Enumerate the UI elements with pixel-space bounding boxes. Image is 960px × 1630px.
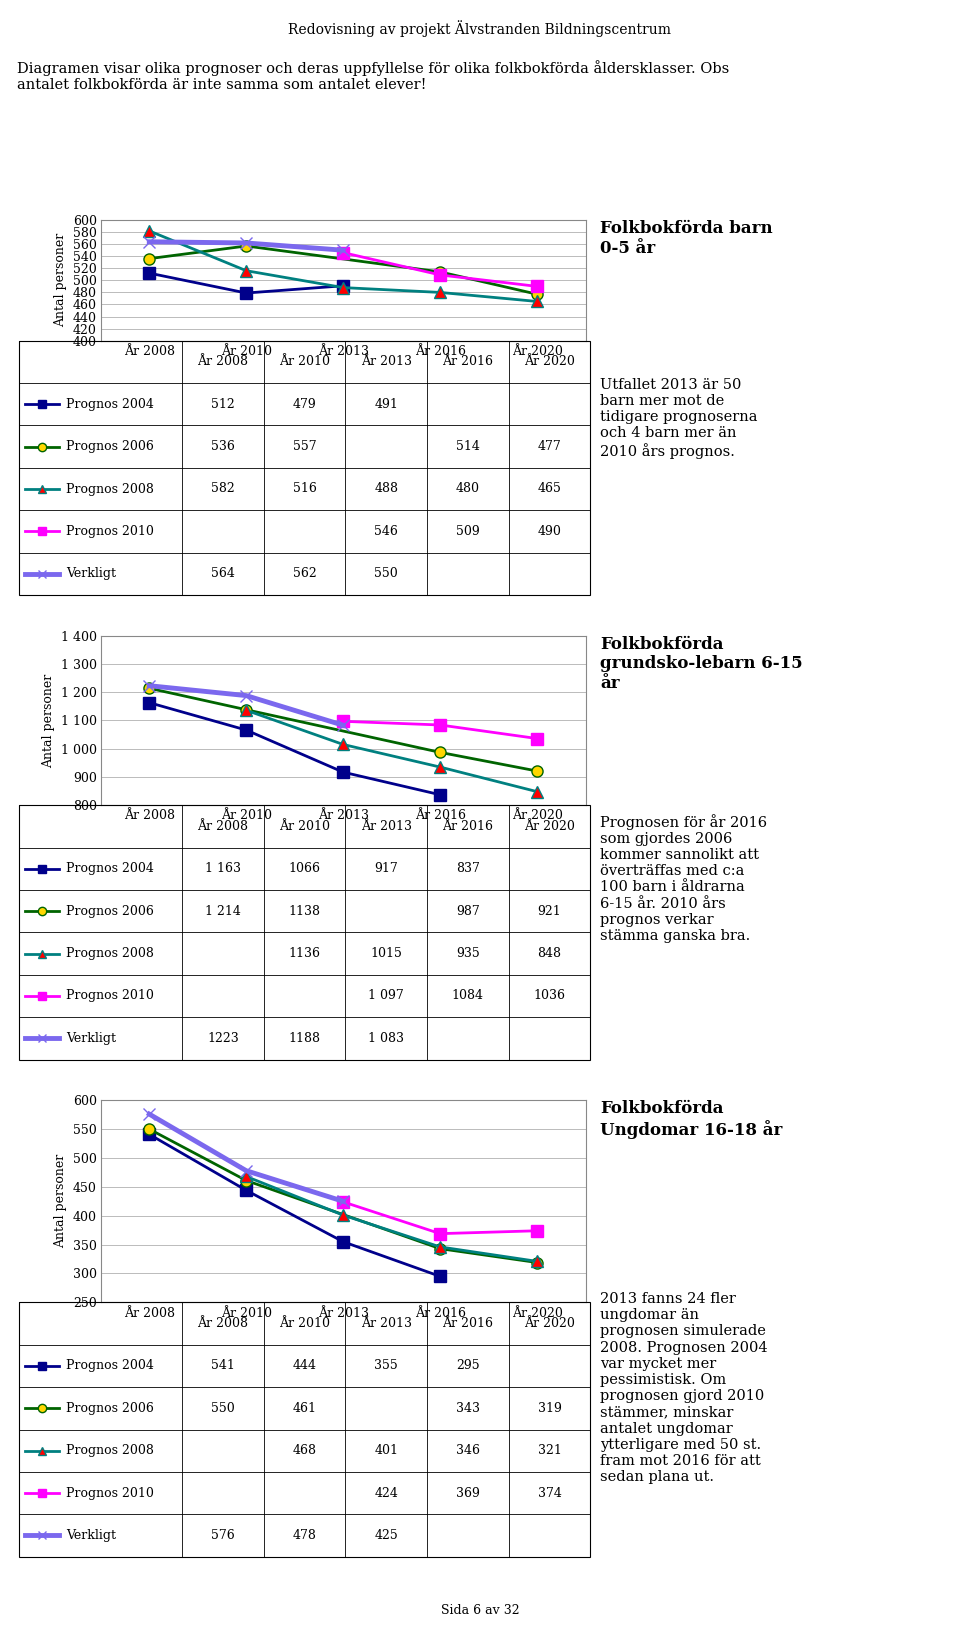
Text: 319: 319: [538, 1402, 562, 1415]
Text: 424: 424: [374, 1487, 398, 1500]
Text: 468: 468: [293, 1444, 317, 1457]
Text: 557: 557: [293, 440, 317, 453]
Text: 465: 465: [538, 482, 562, 496]
Text: Diagramen visar olika prognoser och deras uppfyllelse för olika folkbokförda åld: Diagramen visar olika prognoser och dera…: [17, 60, 730, 93]
Text: 1015: 1015: [371, 947, 402, 960]
Text: Prognos 2004: Prognos 2004: [66, 862, 154, 875]
Text: 516: 516: [293, 482, 317, 496]
Text: Prognos 2010: Prognos 2010: [66, 525, 154, 538]
Text: Prognos 2010: Prognos 2010: [66, 1487, 154, 1500]
Text: 935: 935: [456, 947, 480, 960]
Text: Sida 6 av 32: Sida 6 av 32: [441, 1604, 519, 1617]
Text: 550: 550: [211, 1402, 234, 1415]
Text: 582: 582: [211, 482, 234, 496]
Text: 1036: 1036: [534, 989, 565, 1002]
Text: 1 163: 1 163: [204, 862, 241, 875]
Text: 550: 550: [374, 567, 398, 580]
Text: År 2010: År 2010: [279, 820, 330, 833]
Text: 1084: 1084: [452, 989, 484, 1002]
Text: Prognos 2008: Prognos 2008: [66, 947, 154, 960]
Text: 478: 478: [293, 1529, 317, 1542]
Text: År 2010: År 2010: [279, 355, 330, 368]
Text: 837: 837: [456, 862, 480, 875]
Text: Prognos 2010: Prognos 2010: [66, 989, 154, 1002]
Text: 546: 546: [374, 525, 398, 538]
Text: Prognos 2006: Prognos 2006: [66, 440, 154, 453]
Text: 295: 295: [456, 1359, 480, 1372]
Text: År 2016: År 2016: [443, 355, 493, 368]
Text: Utfallet 2013 är 50
barn mer mot de
tidigare prognoserna
och 4 barn mer än
2010 : Utfallet 2013 är 50 barn mer mot de tidi…: [600, 378, 757, 458]
Text: 321: 321: [538, 1444, 562, 1457]
Text: År 2013: År 2013: [361, 355, 412, 368]
Text: 921: 921: [538, 905, 562, 918]
Text: 490: 490: [538, 525, 562, 538]
Text: 401: 401: [374, 1444, 398, 1457]
Text: 1 083: 1 083: [369, 1032, 404, 1045]
Text: 509: 509: [456, 525, 480, 538]
Text: Prognos 2008: Prognos 2008: [66, 482, 154, 496]
Text: 343: 343: [456, 1402, 480, 1415]
Text: År 2016: År 2016: [443, 1317, 493, 1330]
Text: 491: 491: [374, 398, 398, 411]
Y-axis label: Antal personer: Antal personer: [54, 233, 67, 328]
Text: 1136: 1136: [289, 947, 321, 960]
Text: År 2013: År 2013: [361, 1317, 412, 1330]
Text: År 2008: År 2008: [198, 1317, 249, 1330]
Text: 488: 488: [374, 482, 398, 496]
Text: År 2020: År 2020: [524, 355, 575, 368]
Text: 917: 917: [374, 862, 398, 875]
Text: Prognosen för år 2016
som gjordes 2006
kommer sannolikt att
överträffas med c:a
: Prognosen för år 2016 som gjordes 2006 k…: [600, 813, 767, 944]
Text: 1188: 1188: [289, 1032, 321, 1045]
Text: 564: 564: [211, 567, 235, 580]
Text: 512: 512: [211, 398, 234, 411]
Text: 477: 477: [538, 440, 562, 453]
Text: Verkligt: Verkligt: [66, 567, 116, 580]
Text: 1 097: 1 097: [369, 989, 404, 1002]
Text: 514: 514: [456, 440, 480, 453]
Text: År 2013: År 2013: [361, 820, 412, 833]
Text: År 2016: År 2016: [443, 820, 493, 833]
Text: Prognos 2008: Prognos 2008: [66, 1444, 154, 1457]
Text: 479: 479: [293, 398, 317, 411]
Text: 2013 fanns 24 fler
ungdomar än
prognosen simulerade
2008. Prognosen 2004
var myc: 2013 fanns 24 fler ungdomar än prognosen…: [600, 1293, 768, 1485]
Text: År 2008: År 2008: [198, 820, 249, 833]
Text: 1223: 1223: [207, 1032, 239, 1045]
Text: Folkbokförda barn
0-5 år: Folkbokförda barn 0-5 år: [600, 220, 773, 256]
Text: 374: 374: [538, 1487, 562, 1500]
Text: 425: 425: [374, 1529, 398, 1542]
Text: År 2020: År 2020: [524, 1317, 575, 1330]
Text: År 2008: År 2008: [198, 355, 249, 368]
Text: 1138: 1138: [289, 905, 321, 918]
Text: Prognos 2006: Prognos 2006: [66, 1402, 154, 1415]
Text: 355: 355: [374, 1359, 398, 1372]
Text: Folkbokförda
grundsko­lebarn 6-15
år: Folkbokförda grundsko­lebarn 6-15 år: [600, 636, 803, 691]
Text: 480: 480: [456, 482, 480, 496]
Y-axis label: Antal personer: Antal personer: [42, 673, 55, 768]
Text: Prognos 2004: Prognos 2004: [66, 1359, 154, 1372]
Text: 346: 346: [456, 1444, 480, 1457]
Text: 461: 461: [293, 1402, 317, 1415]
Text: Verkligt: Verkligt: [66, 1529, 116, 1542]
Text: 562: 562: [293, 567, 317, 580]
Text: 1 214: 1 214: [204, 905, 241, 918]
Text: Prognos 2004: Prognos 2004: [66, 398, 154, 411]
Text: 848: 848: [538, 947, 562, 960]
Text: 444: 444: [293, 1359, 317, 1372]
Text: 576: 576: [211, 1529, 234, 1542]
Text: Verkligt: Verkligt: [66, 1032, 116, 1045]
Text: 369: 369: [456, 1487, 480, 1500]
Text: Prognos 2006: Prognos 2006: [66, 905, 154, 918]
Y-axis label: Antal personer: Antal personer: [54, 1154, 67, 1249]
Text: 987: 987: [456, 905, 480, 918]
Text: 1066: 1066: [289, 862, 321, 875]
Text: Redovisning av projekt Älvstranden Bildningscentrum: Redovisning av projekt Älvstranden Bildn…: [289, 20, 671, 37]
Text: 536: 536: [211, 440, 235, 453]
Text: 541: 541: [211, 1359, 235, 1372]
Text: År 2010: År 2010: [279, 1317, 330, 1330]
Text: Folkbokförda
Ungdomar 16-18 år: Folkbokförda Ungdomar 16-18 år: [600, 1100, 782, 1139]
Text: År 2020: År 2020: [524, 820, 575, 833]
